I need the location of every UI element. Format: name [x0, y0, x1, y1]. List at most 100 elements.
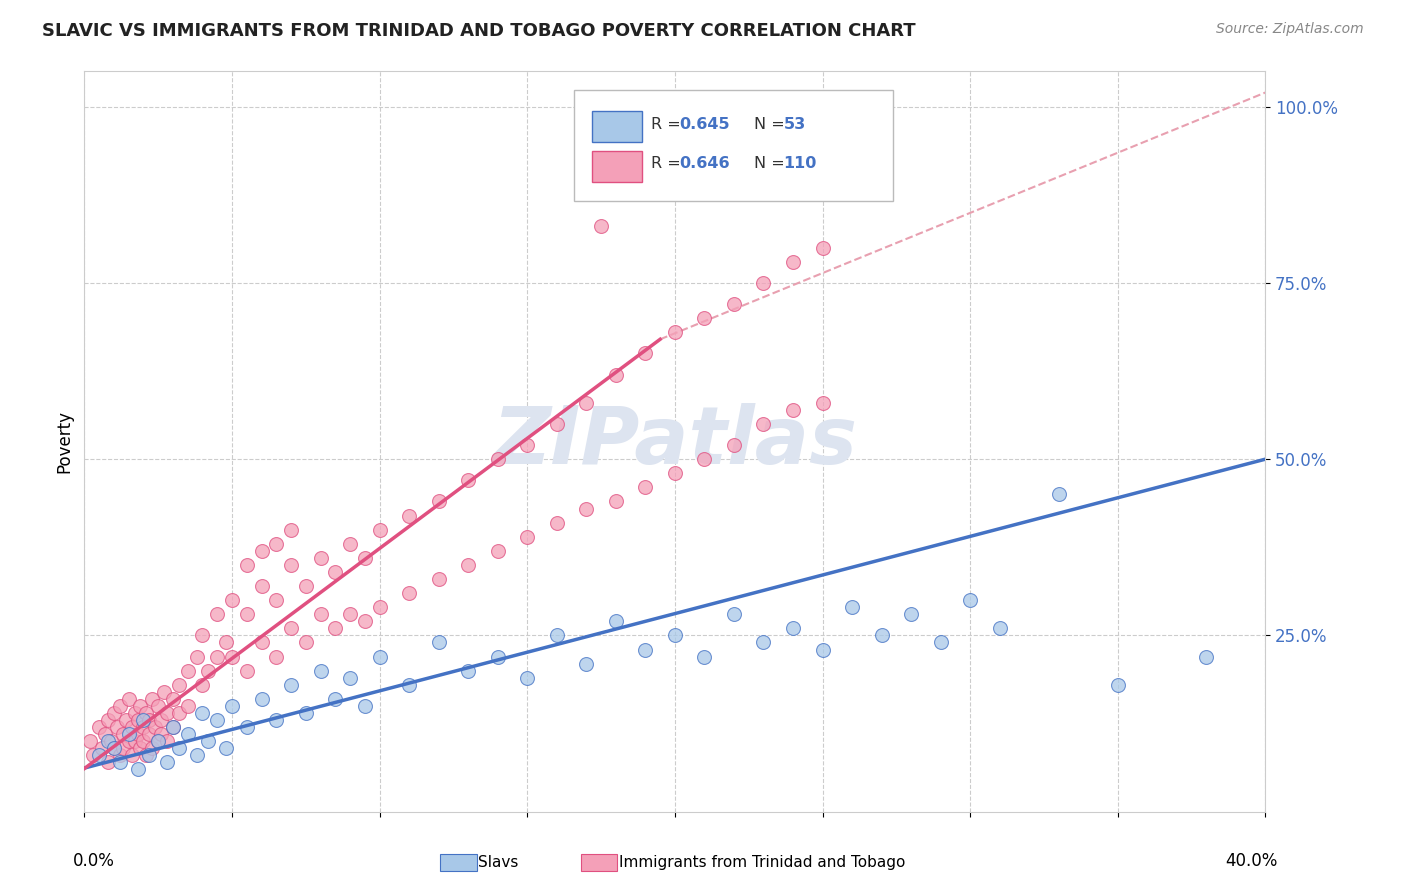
Point: [280, 621, 302, 635]
Point: [605, 615, 627, 629]
Point: [162, 720, 184, 734]
Point: [221, 698, 243, 713]
Point: [339, 671, 361, 685]
Point: [150, 713, 173, 727]
Text: 40.0%: 40.0%: [1225, 853, 1277, 871]
Text: Source: ZipAtlas.com: Source: ZipAtlas.com: [1216, 22, 1364, 37]
Point: [167, 741, 190, 756]
Point: [1195, 649, 1218, 664]
Point: [280, 523, 302, 537]
Point: [250, 635, 273, 649]
Point: [177, 698, 200, 713]
Text: SLAVIC VS IMMIGRANTS FROM TRINIDAD AND TOBAGO POVERTY CORRELATION CHART: SLAVIC VS IMMIGRANTS FROM TRINIDAD AND T…: [42, 22, 915, 40]
FancyBboxPatch shape: [592, 112, 641, 143]
Point: [100, 734, 122, 748]
Point: [236, 664, 259, 678]
FancyBboxPatch shape: [592, 151, 641, 182]
Text: 110: 110: [783, 156, 817, 171]
Point: [138, 727, 160, 741]
Point: [236, 558, 259, 572]
Text: 0.646: 0.646: [679, 156, 730, 171]
Point: [811, 396, 834, 410]
Point: [97, 713, 120, 727]
Point: [207, 607, 229, 622]
Point: [118, 727, 141, 741]
Point: [1107, 678, 1129, 692]
Point: [752, 276, 775, 290]
Point: [135, 706, 157, 720]
Point: [546, 516, 568, 530]
Point: [186, 649, 208, 664]
Point: [723, 438, 745, 452]
Text: 0.645: 0.645: [679, 117, 730, 132]
Point: [546, 628, 568, 642]
Point: [693, 311, 716, 326]
Point: [457, 473, 479, 487]
Point: [325, 565, 347, 579]
Point: [427, 572, 450, 586]
Point: [266, 537, 288, 551]
Point: [398, 508, 420, 523]
Point: [280, 678, 302, 692]
Point: [516, 438, 538, 452]
Point: [486, 544, 509, 558]
Point: [295, 635, 318, 649]
Point: [132, 720, 155, 734]
Point: [207, 713, 229, 727]
Point: [129, 698, 152, 713]
Point: [782, 621, 804, 635]
Point: [427, 635, 450, 649]
Point: [197, 734, 219, 748]
Text: 0.0%: 0.0%: [73, 853, 114, 871]
Point: [664, 628, 686, 642]
Point: [516, 530, 538, 544]
Point: [516, 671, 538, 685]
Point: [266, 649, 288, 664]
Point: [988, 621, 1011, 635]
Point: [266, 713, 288, 727]
Point: [309, 607, 332, 622]
Point: [94, 727, 117, 741]
Point: [354, 615, 377, 629]
Point: [103, 741, 125, 756]
Point: [156, 706, 179, 720]
Point: [605, 494, 627, 508]
Point: [664, 467, 686, 481]
Point: [591, 219, 613, 234]
Point: [97, 734, 120, 748]
Point: [148, 734, 170, 748]
Point: [118, 734, 141, 748]
Point: [752, 417, 775, 431]
Point: [132, 734, 155, 748]
Point: [368, 523, 391, 537]
Point: [215, 635, 238, 649]
Point: [575, 501, 598, 516]
Point: [127, 713, 149, 727]
Point: [162, 720, 184, 734]
Point: [782, 402, 804, 417]
Point: [605, 368, 627, 382]
Point: [811, 642, 834, 657]
Point: [97, 756, 120, 770]
Text: N =: N =: [754, 156, 790, 171]
Point: [177, 727, 200, 741]
Point: [664, 325, 686, 339]
Point: [900, 607, 922, 622]
Point: [427, 494, 450, 508]
Point: [215, 741, 238, 756]
Point: [723, 607, 745, 622]
Point: [103, 741, 125, 756]
Point: [162, 692, 184, 706]
Point: [87, 748, 111, 763]
Point: [723, 297, 745, 311]
Point: [127, 727, 149, 741]
Point: [221, 649, 243, 664]
Point: [124, 706, 146, 720]
Point: [129, 741, 152, 756]
Point: [457, 664, 479, 678]
Point: [870, 628, 893, 642]
Point: [221, 593, 243, 607]
Point: [693, 649, 716, 664]
Point: [354, 550, 377, 565]
Point: [236, 720, 259, 734]
